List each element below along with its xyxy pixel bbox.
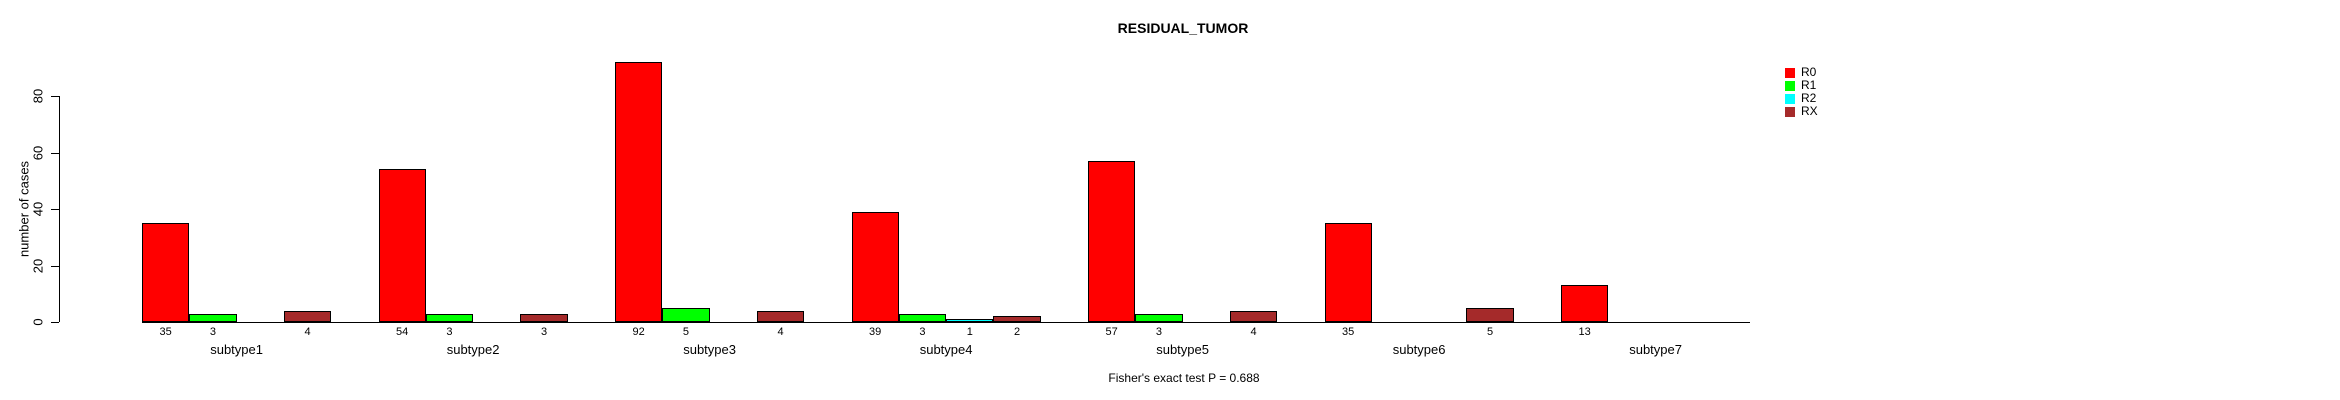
bar-value-label: 5 [1486, 326, 1494, 338]
category-label-subtype3: subtype3 [683, 342, 736, 357]
y-axis-tick [51, 209, 59, 210]
legend-swatch-r1 [1785, 80, 1795, 91]
legend-item-r2: R2 [1785, 92, 1818, 105]
bar-value-label: 5 [682, 326, 689, 338]
legend: R0 R1 R2 RX [1785, 66, 1818, 118]
y-axis-tick [51, 96, 59, 97]
legend-swatch-rx [1785, 106, 1795, 117]
legend-label: R1 [1801, 78, 1817, 92]
y-axis-tick [51, 152, 59, 154]
y-axis-tick-label: 80 [30, 88, 46, 104]
chart-title: RESIDUAL_TUMOR [1117, 20, 1249, 36]
category-label-subtype1: subtype1 [210, 342, 263, 357]
bar-value-label: 4 [1250, 326, 1257, 338]
y-axis-tick-label: 40 [30, 201, 46, 217]
legend-swatch-r2 [1785, 93, 1795, 104]
legend-swatch-r0 [1785, 67, 1795, 78]
y-axis-tick-label: 0 [30, 318, 46, 326]
bar-value-label: 3 [919, 326, 926, 338]
bar-r0-subtype6 [1324, 223, 1372, 322]
bar-r0-subtype7 [1561, 285, 1609, 322]
bar-value-label: 54 [396, 326, 409, 338]
legend-item-rx: RX [1785, 105, 1818, 118]
bar-r1-subtype3 [662, 307, 710, 322]
y-axis-tick [51, 265, 59, 267]
bar-value-label: 1 [966, 326, 973, 338]
bar-value-label: 3 [209, 326, 216, 338]
bar-value-label: 35 [1342, 326, 1355, 338]
bar-rx-subtype2 [520, 313, 568, 322]
bar-r0-subtype4 [851, 211, 899, 322]
bar-value-label: 92 [632, 326, 645, 338]
legend-label: R2 [1801, 91, 1817, 105]
bar-value-label: 3 [540, 326, 548, 338]
bar-value-label: 2 [1013, 326, 1021, 338]
bar-value-label: 39 [869, 326, 882, 338]
bar-value-label: 3 [1155, 326, 1162, 338]
category-label-subtype4: subtype4 [919, 342, 973, 357]
bar-rx-subtype3 [756, 310, 805, 322]
bar-r0-subtype2 [378, 169, 426, 322]
bar-r0-subtype5 [1088, 160, 1136, 322]
category-label-subtype5: subtype5 [1156, 342, 1209, 357]
category-label-subtype2: subtype2 [446, 342, 500, 357]
y-axis-tick-label: 20 [30, 258, 46, 273]
bar-rx-subtype6 [1466, 307, 1514, 322]
bar-value-label: 35 [159, 326, 172, 338]
y-axis-label: number of cases [16, 160, 32, 258]
legend-label: RX [1801, 104, 1818, 118]
y-axis-tick-label: 60 [30, 145, 46, 160]
bar-rx-subtype5 [1229, 310, 1278, 322]
bar-r1-subtype1 [189, 313, 237, 322]
bar-r1-subtype4 [898, 313, 947, 322]
y-axis-line [59, 96, 60, 322]
x-axis-baseline [142, 322, 1751, 323]
legend-item-r0: R0 [1785, 66, 1818, 79]
bar-rx-subtype4 [993, 316, 1041, 322]
y-axis-tick [51, 322, 59, 323]
bar-rx-subtype1 [283, 310, 332, 322]
bar-value-label: 57 [1105, 326, 1118, 338]
bar-r2-subtype4 [946, 319, 994, 322]
category-label-subtype6: subtype6 [1392, 342, 1446, 357]
bar-value-label: 3 [446, 326, 453, 338]
bar-value-label: 13 [1578, 326, 1591, 338]
bar-r0-subtype1 [142, 223, 190, 322]
bar-r0-subtype3 [615, 62, 663, 322]
bar-r1-subtype2 [425, 313, 474, 322]
category-label-subtype7: subtype7 [1629, 342, 1682, 357]
legend-item-r1: R1 [1785, 79, 1818, 92]
bar-value-label: 4 [304, 326, 311, 338]
stat-test-caption: Fisher's exact test P = 0.688 [1108, 371, 1260, 385]
legend-label: R0 [1801, 65, 1817, 79]
bar-value-label: 4 [777, 326, 784, 338]
bar-r1-subtype5 [1135, 313, 1183, 322]
